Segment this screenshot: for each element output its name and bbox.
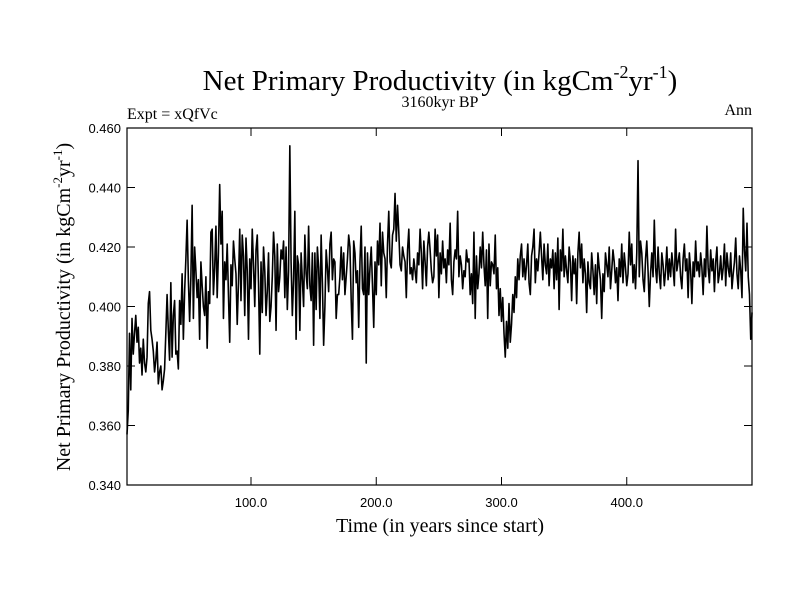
y-tick-label: 0.360 xyxy=(88,419,121,434)
series-line-npp xyxy=(126,145,753,435)
x-tick-label: 100.0 xyxy=(235,495,268,510)
y-tick-label: 0.460 xyxy=(88,121,121,136)
experiment-label: Expt = xQfVc xyxy=(127,106,218,123)
y-tick-label: 0.380 xyxy=(88,359,121,374)
y-tick-label: 0.420 xyxy=(88,240,121,255)
y-axis: 0.340 0.360 0.380 0.400 0.420 0.440 0.460 xyxy=(88,121,752,493)
x-tick-label: 300.0 xyxy=(485,495,518,510)
x-axis-label: Time (in years since start) xyxy=(336,515,544,537)
x-tick-label: 200.0 xyxy=(360,495,393,510)
chart-subtitle: 3160kyr BP xyxy=(402,94,479,111)
x-axis: 100.0 200.0 300.0 400.0 xyxy=(235,128,643,510)
y-tick-label: 0.400 xyxy=(88,300,121,315)
x-tick-label: 400.0 xyxy=(610,495,643,510)
y-tick-label: 0.340 xyxy=(88,478,121,493)
plot-frame xyxy=(126,127,753,486)
y-tick-label: 0.440 xyxy=(88,181,121,196)
chart-title: Net Primary Productivity (in kgCm-2yr-1) xyxy=(203,62,678,97)
y-axis-label: Net Primary Productivity (in kgCm-2yr-1) xyxy=(50,143,75,471)
season-label: Ann xyxy=(724,102,752,119)
